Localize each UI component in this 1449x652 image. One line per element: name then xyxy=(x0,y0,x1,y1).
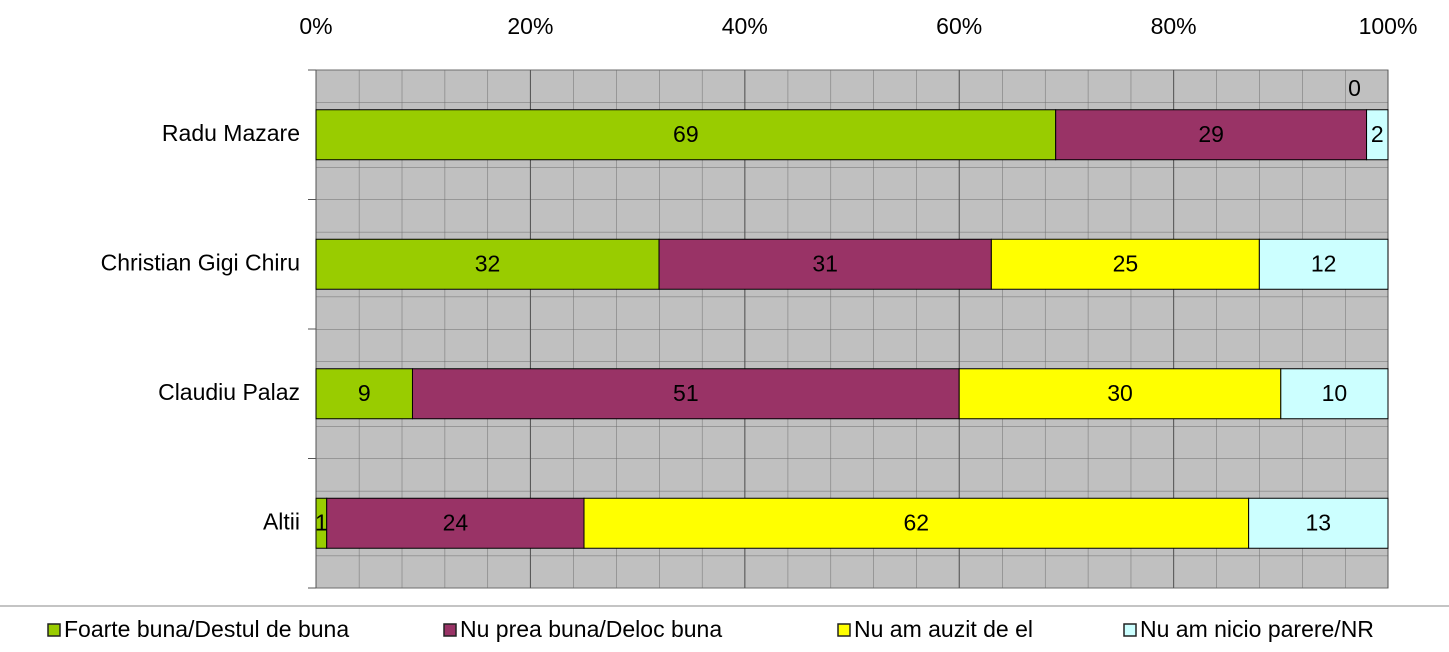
bar-segment xyxy=(583,497,1250,549)
data-label: 13 xyxy=(1306,509,1332,535)
legend-swatch xyxy=(1123,623,1137,637)
legend-label: Foarte buna/Destul de buna xyxy=(64,616,349,642)
data-label: 12 xyxy=(1311,250,1337,276)
bar-segment xyxy=(315,368,413,420)
bar-segment xyxy=(411,368,960,420)
bar-segment xyxy=(1248,497,1389,549)
x-tick-label: 0% xyxy=(299,13,332,39)
data-label: 10 xyxy=(1322,380,1348,406)
data-label: 29 xyxy=(1198,121,1224,147)
bar-segment xyxy=(326,497,585,549)
x-tick-label: 60% xyxy=(936,13,982,39)
data-label: 62 xyxy=(904,509,930,535)
legend-swatch xyxy=(47,623,61,637)
legend-swatch xyxy=(443,623,457,637)
bar-segment xyxy=(315,109,1057,161)
legend-label: Nu am auzit de el xyxy=(854,616,1033,642)
bar-segment xyxy=(958,368,1282,420)
data-label: 31 xyxy=(812,250,838,276)
bar-segment xyxy=(315,238,660,290)
bar-segment xyxy=(990,238,1260,290)
data-label: 69 xyxy=(673,121,699,147)
legend-label: Nu am nicio parere/NR xyxy=(1140,616,1374,642)
y-tick-label: Altii xyxy=(263,508,300,534)
x-tick-label: 80% xyxy=(1151,13,1197,39)
bar-segment xyxy=(658,238,992,290)
data-label: 2 xyxy=(1371,121,1384,147)
y-tick-label: Claudiu Palaz xyxy=(158,379,300,405)
y-tick-label: Radu Mazare xyxy=(162,120,300,146)
data-label: 32 xyxy=(475,250,501,276)
legend-swatch xyxy=(837,623,851,637)
data-label: 1 xyxy=(315,509,328,535)
data-label: 51 xyxy=(673,380,699,406)
data-label: 30 xyxy=(1107,380,1133,406)
bar-segment xyxy=(1055,109,1368,161)
y-tick-label: Christian Gigi Chiru xyxy=(101,249,300,275)
bar-segment xyxy=(1280,368,1389,420)
legend-label: Nu prea buna/Deloc buna xyxy=(460,616,722,642)
bar-segment xyxy=(1366,109,1389,161)
x-tick-label: 20% xyxy=(507,13,553,39)
x-tick-label: 40% xyxy=(722,13,768,39)
data-label: 25 xyxy=(1113,250,1139,276)
x-tick-label: 100% xyxy=(1359,13,1418,39)
data-label: 24 xyxy=(443,509,469,535)
data-label: 0 xyxy=(1348,75,1361,101)
bar-segment xyxy=(1258,238,1389,290)
data-label: 9 xyxy=(358,380,371,406)
